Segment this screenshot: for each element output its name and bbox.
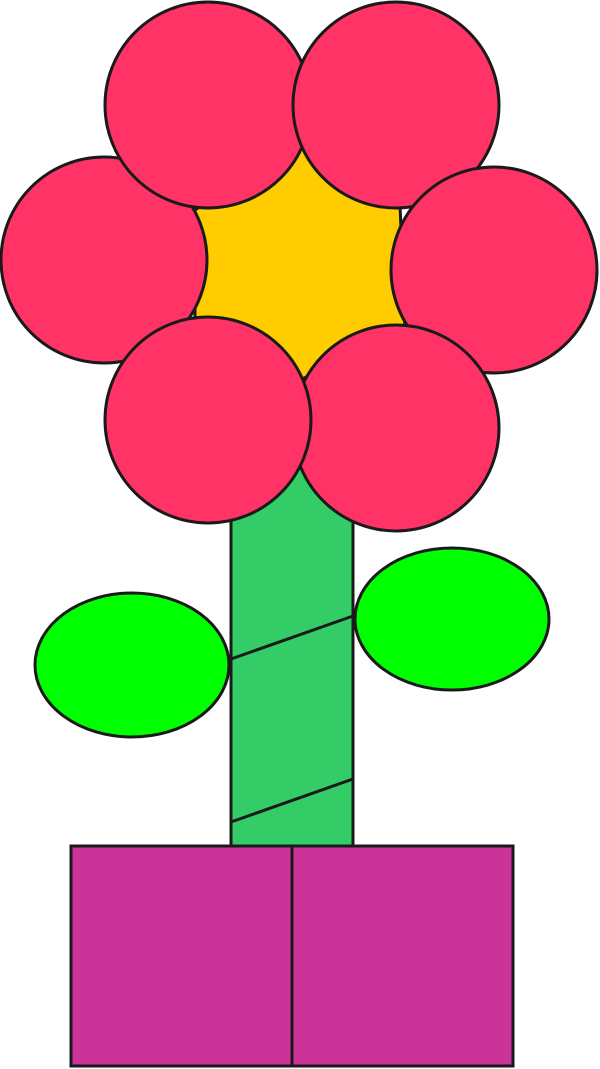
stem: [229, 463, 355, 849]
petals: [0, 0, 599, 533]
flower-pot: [69, 844, 515, 1068]
petal: [389, 165, 599, 375]
petal: [103, 315, 313, 525]
stem-stripe: [230, 614, 354, 661]
stem-stripe: [230, 777, 354, 824]
pot-panel-left: [69, 844, 294, 1068]
petal: [291, 323, 501, 533]
leaf-left: [33, 591, 231, 739]
petal: [291, 0, 501, 210]
stem-body: [229, 463, 355, 849]
petal: [0, 155, 209, 365]
pot-panel-right: [290, 844, 515, 1068]
leaf-right: [353, 546, 551, 692]
petal: [103, 0, 313, 210]
